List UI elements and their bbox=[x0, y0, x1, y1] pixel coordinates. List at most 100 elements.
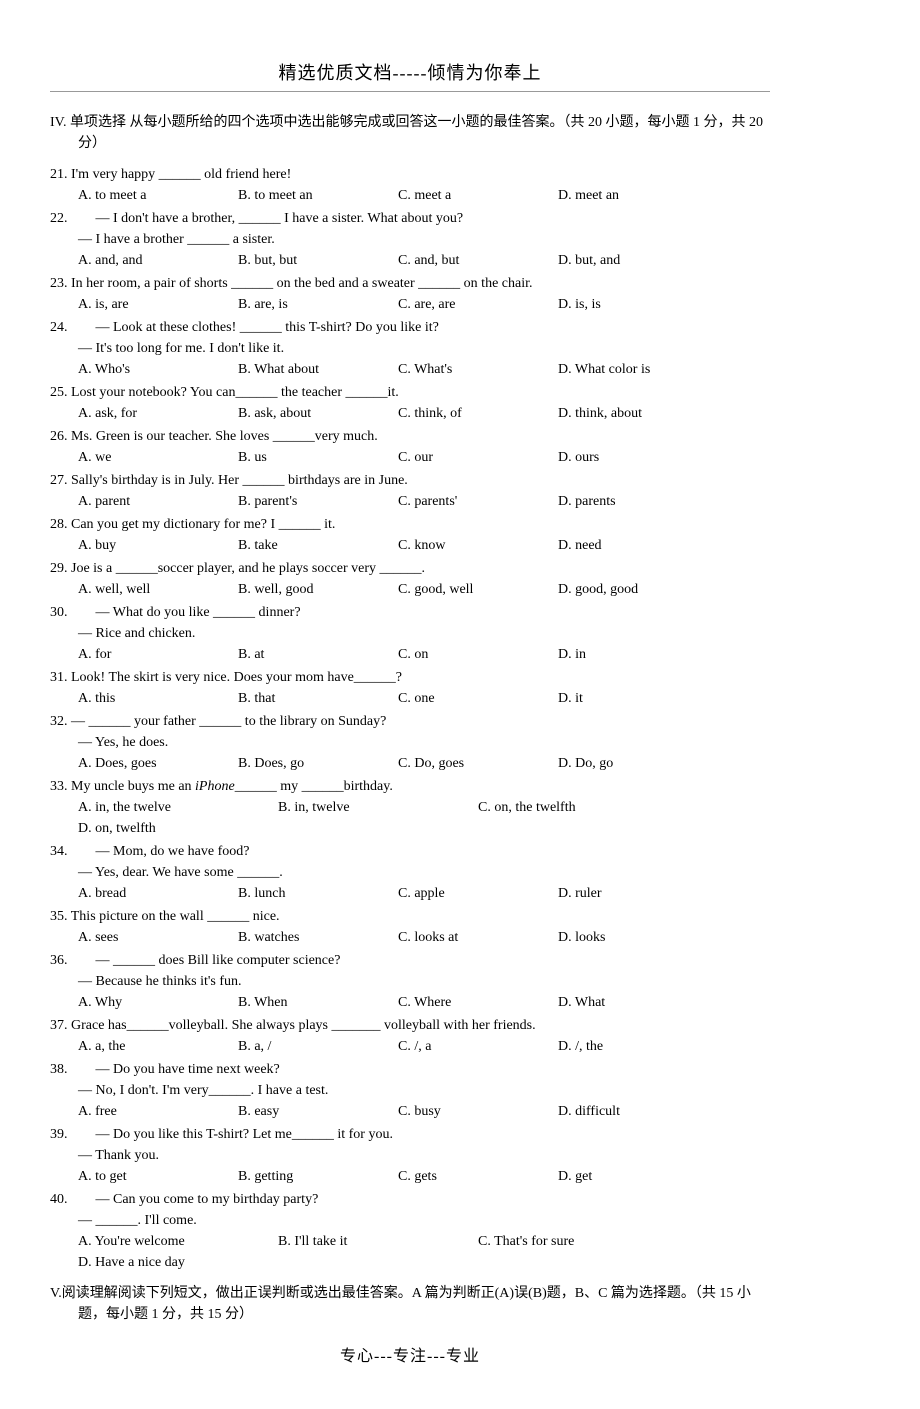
option-c: C. Do, goes bbox=[398, 753, 558, 774]
option-c: C. That's for sure bbox=[478, 1231, 678, 1252]
page-footer: 专心---专注---专业 bbox=[50, 1345, 770, 1369]
question-26: 26. Ms. Green is our teacher. She loves … bbox=[50, 426, 770, 468]
question-sub: — ______. I'll come. bbox=[78, 1210, 770, 1231]
question-text: 28. Can you get my dictionary for me? I … bbox=[50, 514, 770, 535]
option-b: B. getting bbox=[238, 1166, 398, 1187]
option-c: C. know bbox=[398, 535, 558, 556]
option-a: A. this bbox=[78, 688, 238, 709]
question-text: 23. In her room, a pair of shorts ______… bbox=[50, 273, 770, 294]
option-d: D. get bbox=[558, 1166, 718, 1187]
option-d: D. parents bbox=[558, 491, 718, 512]
option-d: D. /, the bbox=[558, 1036, 718, 1057]
option-b: B. When bbox=[238, 992, 398, 1013]
option-b: B. watches bbox=[238, 927, 398, 948]
option-a: A. in, the twelve bbox=[78, 797, 278, 818]
question-text: 31. Look! The skirt is very nice. Does y… bbox=[50, 667, 770, 688]
option-c: C. apple bbox=[398, 883, 558, 904]
option-c: C. and, but bbox=[398, 250, 558, 271]
option-b: B. I'll take it bbox=[278, 1231, 478, 1252]
q33-italic: iPhone bbox=[195, 779, 235, 794]
option-c: C. good, well bbox=[398, 579, 558, 600]
option-d: D. it bbox=[558, 688, 718, 709]
option-b: B. at bbox=[238, 644, 398, 665]
option-b: B. ask, about bbox=[238, 403, 398, 424]
q33-post: ______ my ______birthday. bbox=[235, 779, 393, 794]
question-text: 38. — Do you have time next week? bbox=[50, 1059, 770, 1080]
option-b: B. in, twelve bbox=[278, 797, 478, 818]
question-32: 32. — ______ your father ______ to the l… bbox=[50, 711, 770, 774]
question-text: 22. — I don't have a brother, ______ I h… bbox=[50, 208, 770, 229]
option-b: B. a, / bbox=[238, 1036, 398, 1057]
question-24: 24. — Look at these clothes! ______ this… bbox=[50, 317, 770, 380]
option-a: A. we bbox=[78, 447, 238, 468]
question-sub: — I have a brother ______ a sister. bbox=[78, 229, 770, 250]
option-d: D. looks bbox=[558, 927, 718, 948]
option-b: B. us bbox=[238, 447, 398, 468]
option-a: A. to get bbox=[78, 1166, 238, 1187]
question-text: 36. — ______ does Bill like computer sci… bbox=[50, 950, 770, 971]
question-34: 34. — Mom, do we have food? — Yes, dear.… bbox=[50, 841, 770, 904]
question-22: 22. — I don't have a brother, ______ I h… bbox=[50, 208, 770, 271]
question-text: 37. Grace has______volleyball. She alway… bbox=[50, 1015, 770, 1036]
question-37: 37. Grace has______volleyball. She alway… bbox=[50, 1015, 770, 1057]
option-a: A. buy bbox=[78, 535, 238, 556]
option-d: D. Have a nice day bbox=[78, 1252, 278, 1273]
option-d: D. on, twelfth bbox=[78, 818, 278, 839]
question-27: 27. Sally's birthday is in July. Her ___… bbox=[50, 470, 770, 512]
option-a: A. well, well bbox=[78, 579, 238, 600]
question-text: 32. — ______ your father ______ to the l… bbox=[50, 711, 770, 732]
question-23: 23. In her room, a pair of shorts ______… bbox=[50, 273, 770, 315]
question-sub: — Yes, dear. We have some ______. bbox=[78, 862, 770, 883]
question-40: 40. — Can you come to my birthday party?… bbox=[50, 1189, 770, 1273]
option-a: A. ask, for bbox=[78, 403, 238, 424]
question-text: 24. — Look at these clothes! ______ this… bbox=[50, 317, 770, 338]
option-d: D. good, good bbox=[558, 579, 718, 600]
option-c: C. parents' bbox=[398, 491, 558, 512]
question-sub: — Rice and chicken. bbox=[78, 623, 770, 644]
question-text: 33. My uncle buys me an iPhone______ my … bbox=[50, 776, 770, 797]
option-d: D. ours bbox=[558, 447, 718, 468]
option-c: C. meet a bbox=[398, 185, 558, 206]
option-a: A. bread bbox=[78, 883, 238, 904]
option-c: C. looks at bbox=[398, 927, 558, 948]
option-d: D. What bbox=[558, 992, 718, 1013]
option-a: A. a, the bbox=[78, 1036, 238, 1057]
option-d: D. in bbox=[558, 644, 718, 665]
option-a: A. Why bbox=[78, 992, 238, 1013]
option-a: A. You're welcome bbox=[78, 1231, 278, 1252]
option-b: B. lunch bbox=[238, 883, 398, 904]
option-c: C. Where bbox=[398, 992, 558, 1013]
option-b: B. to meet an bbox=[238, 185, 398, 206]
question-sub: — Thank you. bbox=[78, 1145, 770, 1166]
question-29: 29. Joe is a ______soccer player, and he… bbox=[50, 558, 770, 600]
option-b: B. easy bbox=[238, 1101, 398, 1122]
option-d: D. ruler bbox=[558, 883, 718, 904]
page-header: 精选优质文档-----倾情为你奉上 bbox=[50, 60, 770, 87]
question-text: 35. This picture on the wall ______ nice… bbox=[50, 906, 770, 927]
option-c: C. on, the twelfth bbox=[478, 797, 678, 818]
option-c: C. one bbox=[398, 688, 558, 709]
header-divider bbox=[50, 91, 770, 92]
section-v-title: V.阅读理解阅读下列短文，做出正误判断或选出最佳答案。A 篇为判断正(A)误(B… bbox=[50, 1283, 770, 1325]
option-c: C. think, of bbox=[398, 403, 558, 424]
option-a: A. free bbox=[78, 1101, 238, 1122]
option-d: D. What color is bbox=[558, 359, 718, 380]
option-c: C. are, are bbox=[398, 294, 558, 315]
option-b: B. Does, go bbox=[238, 753, 398, 774]
option-d: D. is, is bbox=[558, 294, 718, 315]
question-28: 28. Can you get my dictionary for me? I … bbox=[50, 514, 770, 556]
question-text: 30. — What do you like ______ dinner? bbox=[50, 602, 770, 623]
option-b: B. but, but bbox=[238, 250, 398, 271]
option-b: B. that bbox=[238, 688, 398, 709]
option-c: C. our bbox=[398, 447, 558, 468]
option-a: A. to meet a bbox=[78, 185, 238, 206]
option-d: D. think, about bbox=[558, 403, 718, 424]
question-text: 27. Sally's birthday is in July. Her ___… bbox=[50, 470, 770, 491]
question-25: 25. Lost your notebook? You can______ th… bbox=[50, 382, 770, 424]
option-d: D. need bbox=[558, 535, 718, 556]
option-c: C. What's bbox=[398, 359, 558, 380]
question-text: 40. — Can you come to my birthday party? bbox=[50, 1189, 770, 1210]
question-text: 25. Lost your notebook? You can______ th… bbox=[50, 382, 770, 403]
question-39: 39. — Do you like this T-shirt? Let me__… bbox=[50, 1124, 770, 1187]
option-b: B. What about bbox=[238, 359, 398, 380]
